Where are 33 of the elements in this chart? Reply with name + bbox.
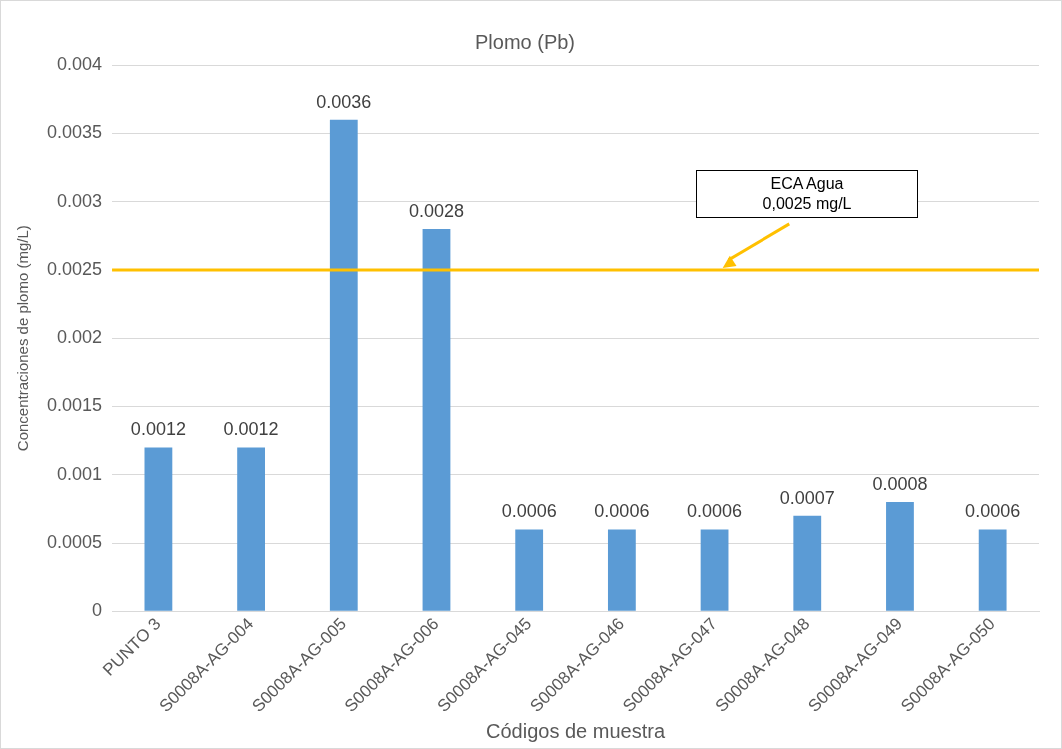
bar [422, 228, 451, 611]
data-label: 0.0006 [965, 501, 1021, 522]
y-tick-label: 0.0035 [46, 122, 103, 143]
x-axis-title: Códigos de muestra [486, 719, 666, 742]
data-label: 0.0006 [687, 501, 743, 522]
data-label: 0.0007 [779, 487, 835, 508]
y-axis-title: Concentraciones de plomo (mg/L) [14, 225, 32, 452]
bar [978, 529, 1007, 611]
y-tick-label: 0.001 [57, 463, 103, 484]
data-label: 0.0012 [223, 419, 279, 440]
data-label: 0.0008 [872, 474, 928, 495]
data-label: 0.0028 [408, 200, 465, 221]
chart-title: Plomo (Pb) [474, 30, 576, 53]
bar [886, 502, 914, 611]
y-tick-label: 0.002 [57, 327, 103, 348]
y-tick-label: 0.004 [57, 53, 103, 74]
data-label: 0.0006 [594, 501, 650, 522]
y-tick-label: 0.0005 [46, 532, 103, 553]
callout-box: ECA Agua 0,0025 mg/L [696, 169, 918, 218]
y-tick-label: 0.0015 [46, 395, 103, 416]
bar [700, 529, 729, 611]
bar [515, 529, 544, 611]
bar [237, 447, 265, 611]
y-tick-label: 0.0025 [46, 258, 103, 279]
bar [607, 529, 636, 611]
data-label: 0.0006 [501, 501, 557, 522]
bar [793, 515, 822, 611]
data-label: 0.0036 [316, 91, 372, 112]
bar [329, 119, 358, 611]
y-tick-label: 0 [92, 600, 103, 621]
y-tick-label: 0.003 [57, 190, 103, 211]
bar [144, 447, 173, 611]
data-label: 0.0012 [130, 419, 186, 440]
